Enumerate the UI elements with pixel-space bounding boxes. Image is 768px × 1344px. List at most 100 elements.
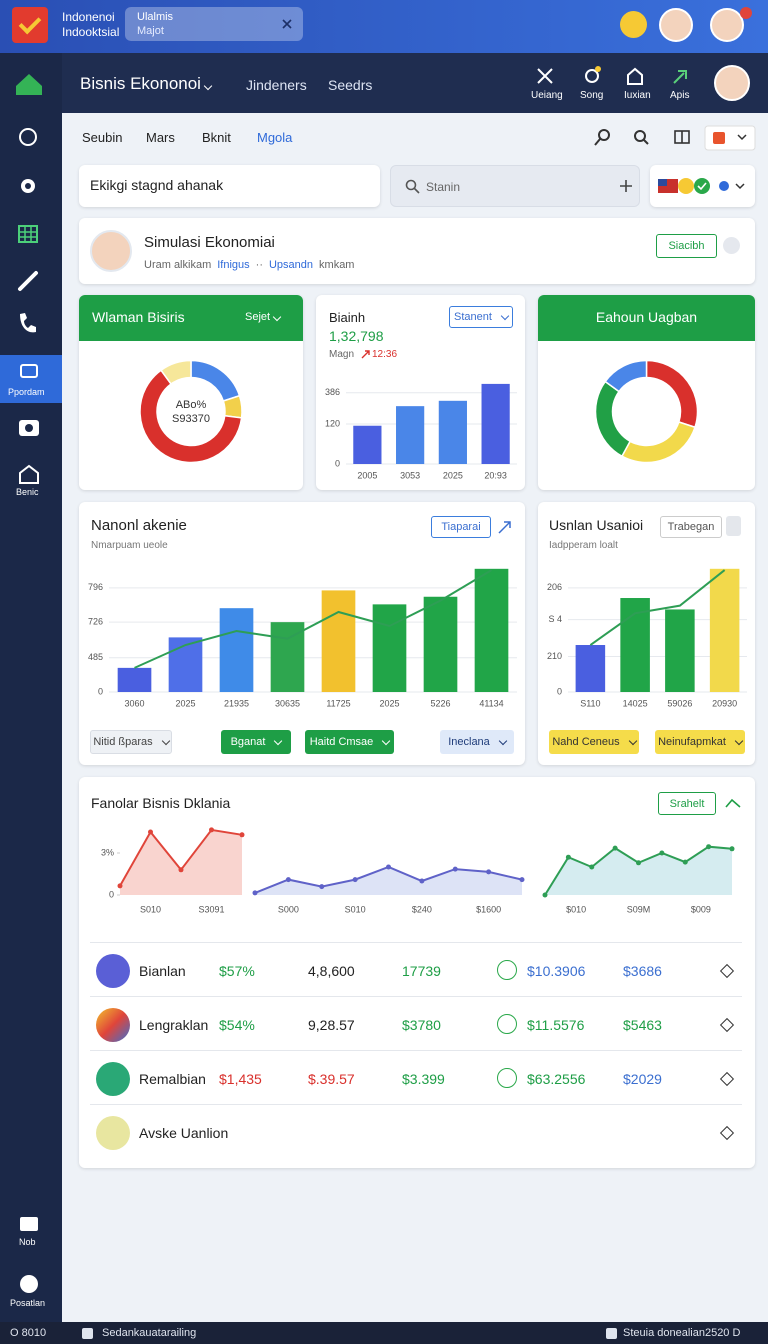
row-menu[interactable] bbox=[719, 1125, 735, 1141]
card-select[interactable]: Sejet bbox=[245, 311, 280, 323]
filter[interactable]: Neinufapmkat bbox=[655, 730, 745, 754]
trend-icon[interactable] bbox=[498, 520, 512, 534]
search-pill[interactable]: Ulalmis Majot bbox=[125, 7, 303, 41]
toolbar-icons[interactable] bbox=[590, 124, 760, 152]
sub-link[interactable]: Ifnigus bbox=[217, 259, 250, 271]
status-text: O 8010 bbox=[10, 1327, 47, 1339]
card-value: 1,32,798 bbox=[329, 328, 384, 344]
point bbox=[729, 846, 735, 852]
profile-button[interactable]: Siacibh bbox=[656, 234, 717, 258]
avatar[interactable] bbox=[710, 8, 744, 42]
flags bbox=[658, 178, 745, 194]
row-cell: $3686 bbox=[623, 963, 662, 979]
nav-action[interactable]: Iuxian bbox=[624, 90, 651, 101]
nav-action[interactable]: Apis bbox=[670, 90, 690, 101]
card-title: Eahoun Uagban bbox=[595, 309, 698, 325]
sub-link[interactable]: Upsandn bbox=[268, 259, 314, 271]
profile-card: Simulasi Ekonomiai Uram alkikam Ifnigus … bbox=[79, 218, 755, 284]
row-name[interactable]: Avske Uanlion bbox=[139, 1125, 229, 1141]
y-tick-label: 0 bbox=[109, 889, 114, 899]
card-button[interactable]: Tiaparai bbox=[431, 516, 491, 538]
filter[interactable]: Nahd Ceneus bbox=[549, 730, 639, 754]
y-tick-label: 206 bbox=[547, 582, 562, 592]
logo[interactable] bbox=[12, 7, 48, 43]
card-button[interactable]: Trabegan bbox=[660, 516, 722, 538]
card-title: Wlaman Bisiris bbox=[92, 309, 185, 325]
nav-link[interactable]: Seedrs bbox=[328, 77, 373, 93]
tab[interactable]: Mars bbox=[146, 130, 175, 145]
row-cell: $1,435 bbox=[219, 1071, 262, 1087]
nav-link[interactable]: Jindeners bbox=[246, 77, 307, 93]
filter[interactable]: Nitid ßparas bbox=[90, 730, 172, 754]
row-cell: $5463 bbox=[623, 1017, 662, 1033]
avatar[interactable] bbox=[714, 65, 750, 101]
row-icon bbox=[96, 1116, 130, 1150]
x-tick-label: 2025 bbox=[443, 470, 463, 480]
sidebar-icon[interactable] bbox=[20, 1217, 38, 1231]
row-cell: $3780 bbox=[402, 1017, 441, 1033]
donut-chart bbox=[594, 359, 699, 464]
mini-chart: S000 S010 $240 $1600 bbox=[252, 864, 525, 914]
point bbox=[319, 884, 325, 890]
search-icon bbox=[405, 179, 420, 194]
point bbox=[565, 854, 571, 860]
search-input[interactable]: Stanin bbox=[390, 165, 640, 207]
row-cell: $3.399 bbox=[402, 1071, 445, 1087]
combo-chart: 0 210 S 4 206 S110 14025 59026 20930 bbox=[547, 568, 747, 708]
filter[interactable]: Haitd Cmsae bbox=[305, 730, 394, 754]
nav-title[interactable]: Bisnis Ekononoi bbox=[80, 74, 211, 94]
sidebar-label[interactable]: Posatlan bbox=[10, 1298, 46, 1308]
bar bbox=[353, 425, 382, 464]
card-button[interactable]: Srahelt bbox=[658, 792, 716, 815]
row-menu[interactable] bbox=[719, 1071, 735, 1087]
point bbox=[519, 877, 525, 883]
more-icon[interactable] bbox=[726, 516, 741, 536]
nav-action[interactable]: Song bbox=[580, 90, 604, 101]
bar bbox=[372, 604, 407, 692]
row-menu[interactable] bbox=[719, 963, 735, 979]
filter[interactable]: Bganat bbox=[221, 730, 291, 754]
donut-segment bbox=[645, 359, 699, 429]
card: Wlaman Bisiris Sejet ABo% S93370 bbox=[79, 295, 303, 490]
bar bbox=[423, 596, 458, 692]
row-action[interactable] bbox=[497, 960, 517, 980]
filter[interactable]: Ineclana bbox=[440, 730, 514, 754]
notice-icon[interactable] bbox=[620, 11, 647, 38]
point bbox=[148, 829, 153, 835]
point bbox=[178, 867, 184, 873]
row-menu[interactable] bbox=[719, 1017, 735, 1033]
nav-bar: Bisnis Ekononoi Jindeners Seedrs Ueiang … bbox=[62, 53, 768, 113]
donut-segment bbox=[190, 359, 241, 402]
add-icon[interactable] bbox=[620, 180, 632, 192]
row-action[interactable] bbox=[497, 1068, 517, 1088]
row-name[interactable]: Lengraklan bbox=[139, 1017, 209, 1033]
bar-chart: 0 120 386 2005 3053 2025 20:93 bbox=[325, 383, 517, 480]
tab[interactable]: Mgola bbox=[257, 130, 293, 145]
nav-action[interactable]: Ueiang bbox=[531, 90, 563, 101]
check-icon[interactable] bbox=[725, 797, 741, 809]
nav-icons[interactable] bbox=[532, 65, 702, 87]
card-button[interactable]: Stanent bbox=[449, 306, 513, 328]
language-select[interactable] bbox=[650, 165, 755, 207]
close-icon[interactable] bbox=[282, 19, 292, 29]
status-dot bbox=[723, 237, 740, 254]
status-icon bbox=[82, 1328, 93, 1339]
sidebar-label[interactable]: Ppordam bbox=[8, 387, 45, 397]
profile-title: Simulasi Ekonomiai bbox=[144, 234, 275, 251]
avatar[interactable] bbox=[659, 8, 693, 42]
sidebar-label[interactable]: Benic bbox=[16, 487, 39, 497]
status-text: Steuia donealian2520 D bbox=[623, 1327, 741, 1339]
bar bbox=[474, 568, 509, 692]
row-cell: $54% bbox=[219, 1017, 255, 1033]
tab[interactable]: Seubin bbox=[82, 130, 123, 145]
point bbox=[486, 869, 492, 875]
tab[interactable]: Bknit bbox=[202, 130, 231, 145]
row-action[interactable] bbox=[497, 1014, 517, 1034]
sidebar-label[interactable]: Nob bbox=[19, 1237, 36, 1247]
row-name[interactable]: Remalbian bbox=[139, 1071, 206, 1087]
row-name[interactable]: Bianlan bbox=[139, 963, 186, 979]
text-input[interactable]: Ekikgi stagnd ahanak bbox=[79, 165, 380, 207]
brand-line: Indooktsial bbox=[62, 25, 120, 39]
sidebar-icon[interactable] bbox=[20, 1275, 38, 1293]
sidebar-icons[interactable] bbox=[0, 53, 62, 513]
